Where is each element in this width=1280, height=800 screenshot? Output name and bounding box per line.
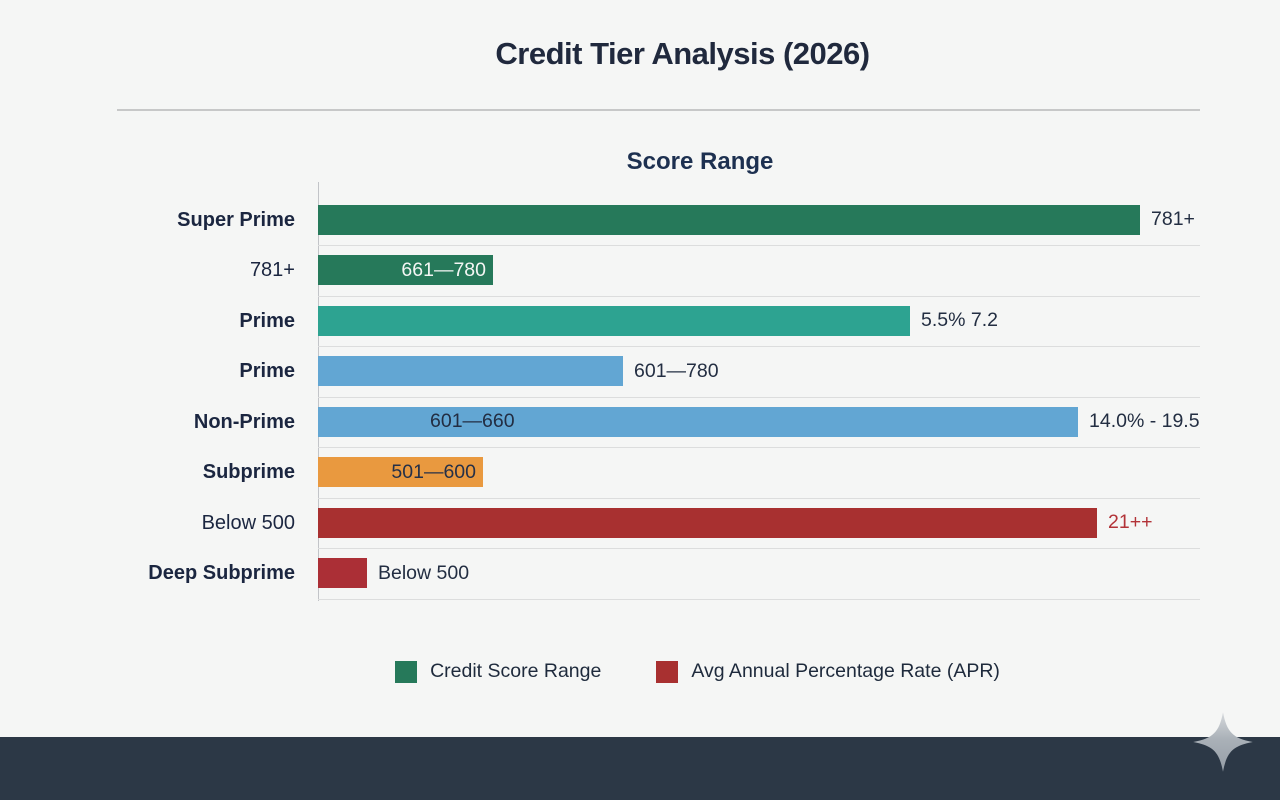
footer-bar <box>0 737 1280 800</box>
plot-cell: 781+ <box>318 195 1200 246</box>
legend: Credit Score Range Avg Annual Percentage… <box>0 660 1280 683</box>
value-label: 601—660 <box>430 410 515 433</box>
plot-cell: 661—780 <box>318 245 1200 297</box>
title-divider <box>117 109 1200 111</box>
bar-prime <box>318 305 910 336</box>
plot-cell: 21++ <box>318 498 1200 549</box>
value-label: 601—780 <box>634 359 719 382</box>
chart-row: Prime 5.5% 7.2 <box>0 296 1200 347</box>
bar-non-prime: 601—660 <box>318 406 1078 437</box>
value-label: 14.0% - 19.5 <box>1089 410 1200 433</box>
chart-row: Deep Subprime Below 500 <box>0 549 1200 600</box>
legend-item-credit-score-range: Credit Score Range <box>395 660 601 683</box>
page-title: Credit Tier Analysis (2026) <box>495 36 870 71</box>
category-label: Below 500 <box>201 511 295 534</box>
plot-cell: 5.5% 7.2 <box>318 296 1200 347</box>
four-point-star-sparkle-icon <box>1193 712 1253 772</box>
bar-prime-2 <box>318 356 623 387</box>
chart-row: Prime 601—780 <box>0 347 1200 398</box>
green-swatch-icon <box>395 660 418 683</box>
chart-axis-title: Score Range <box>626 148 774 175</box>
value-label: 5.5% 7.2 <box>921 309 998 332</box>
category-label: Prime <box>239 309 295 332</box>
bar-chart: Super Prime 781+ 781+ 661—780 Prime 5.5%… <box>0 182 1200 601</box>
category-label: Subprime <box>202 461 295 484</box>
legend-label: Credit Score Range <box>430 660 602 682</box>
bar-781-plus: 661—780 <box>318 255 493 286</box>
chart-row: Below 500 21++ <box>0 498 1200 549</box>
bar-subprime: 501—600 <box>318 457 483 488</box>
category-label: Deep Subprime <box>148 562 295 585</box>
bar-deep-subprime <box>318 558 367 589</box>
value-label: 781+ <box>1151 208 1195 231</box>
chart-row: Super Prime 781+ <box>0 195 1200 246</box>
value-label: 661—780 <box>401 258 486 281</box>
red-swatch-icon <box>656 660 679 683</box>
value-label: Below 500 <box>378 561 470 584</box>
chart-row: Non-Prime 601—660 14.0% - 19.5 <box>0 397 1200 448</box>
category-label: 781+ <box>249 259 295 282</box>
category-label: Prime <box>239 360 295 383</box>
plot-cell: 601—660 14.0% - 19.5 <box>318 397 1200 448</box>
category-label: Non-Prime <box>193 410 295 433</box>
legend-item-apr: Avg Annual Percentage Rate (APR) <box>656 660 1000 683</box>
chart-row: 781+ 661—780 <box>0 246 1200 297</box>
bar-super-prime <box>318 204 1140 235</box>
plot-cell: 601—780 <box>318 346 1200 398</box>
category-label: Super Prime <box>177 208 295 231</box>
plot-cell: Below 500 <box>318 548 1200 600</box>
plot-cell: 501—600 <box>318 447 1200 499</box>
chart-row: Subprime 501—600 <box>0 448 1200 499</box>
value-label: 501—600 <box>391 460 476 483</box>
y-axis-line <box>318 182 319 601</box>
bar-below-500 <box>318 507 1097 538</box>
legend-label: Avg Annual Percentage Rate (APR) <box>691 660 1000 682</box>
value-label: 21++ <box>1108 511 1153 534</box>
